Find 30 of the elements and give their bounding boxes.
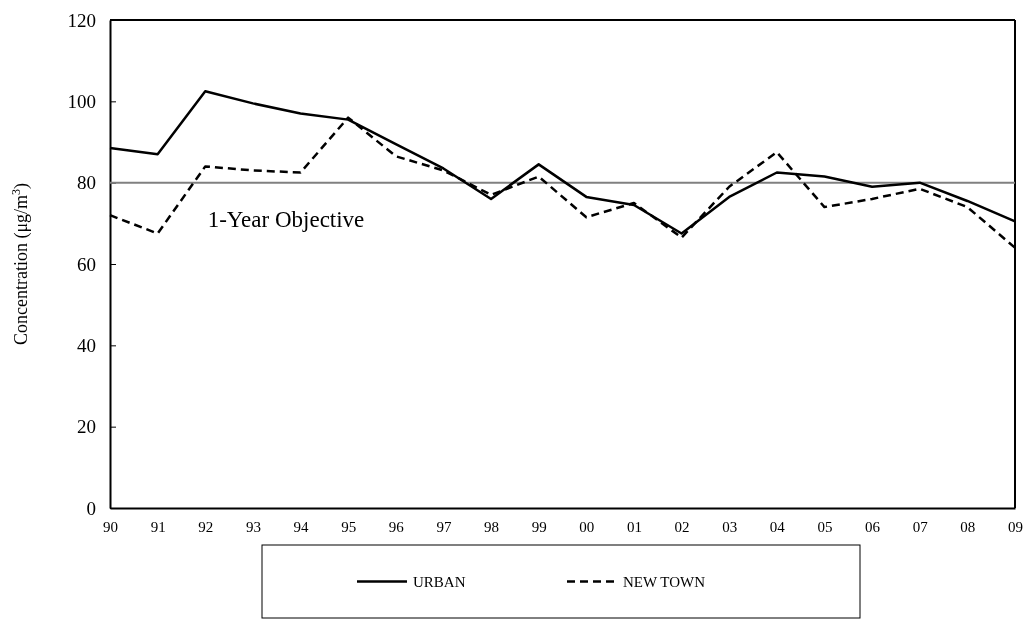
x-tick-label: 05	[817, 519, 833, 535]
y-tick-label: 0	[86, 497, 96, 519]
x-tick-label: 96	[388, 519, 405, 535]
x-tick-label: 09	[1008, 519, 1023, 535]
y-tick-label: 120	[67, 9, 96, 31]
x-tick-label: 01	[626, 519, 642, 535]
x-tick-label: 00	[579, 519, 595, 535]
legend-label: URBAN	[413, 573, 466, 590]
x-tick-label: 91	[150, 519, 166, 535]
x-tick-label: 08	[960, 519, 976, 535]
y-tick-label: 40	[77, 334, 96, 356]
x-tick-label: 97	[436, 519, 452, 535]
x-tick-label: 06	[865, 519, 881, 535]
y-tick-label: 60	[77, 253, 96, 275]
x-tick-label: 98	[484, 519, 500, 535]
x-tick-label: 07	[912, 519, 929, 535]
y-tick-label: 20	[77, 416, 96, 438]
x-tick-label: 03	[722, 519, 738, 535]
legend-label: NEW TOWN	[623, 573, 706, 590]
x-tick-label: 99	[531, 519, 547, 535]
x-tick-label: 95	[341, 519, 357, 535]
x-tick-label: 94	[293, 519, 310, 535]
x-tick-label: 02	[674, 519, 690, 535]
y-tick-label: 100	[67, 90, 96, 112]
y-tick-label: 80	[77, 172, 96, 194]
ref-line-label: 1-Year Objective	[207, 206, 365, 232]
x-tick-label: 04	[769, 519, 786, 535]
x-tick-label: 93	[245, 519, 261, 535]
x-tick-label: 90	[103, 519, 118, 535]
x-tick-label: 92	[198, 519, 214, 535]
